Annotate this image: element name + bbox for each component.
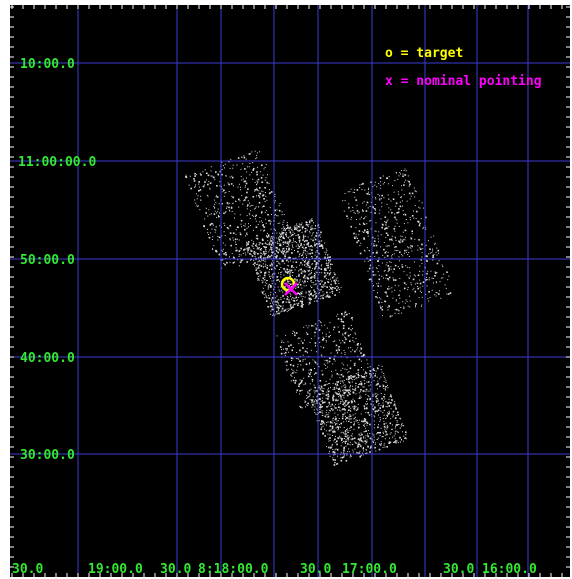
ra-label: 17:00.0	[342, 562, 397, 577]
coordinate-grid	[10, 5, 570, 577]
target-marker	[280, 276, 296, 292]
ra-label: 30.0	[160, 562, 191, 577]
legend-pointing: x = nominal pointing	[385, 74, 542, 89]
dec-label: 10:00.0	[20, 57, 75, 72]
ra-label: 16:00.0	[482, 562, 537, 577]
ra-label: 30.0	[300, 562, 331, 577]
dec-label: 40:00.0	[20, 351, 75, 366]
dec-label: 50:00.0	[20, 253, 75, 268]
dec-label: 30:00.0	[20, 448, 75, 463]
nominal-pointing-marker	[284, 282, 298, 296]
event-scatter	[185, 150, 452, 466]
ra-label: 8:18:00.0	[198, 562, 269, 577]
ra-label: 30.0	[443, 562, 474, 577]
sky-map: 10:00.0 11:00:00.0 50:00.0 40:00.0 30:00…	[10, 5, 570, 577]
legend-target: o = target	[385, 46, 463, 61]
axis-ticks	[10, 5, 570, 577]
ra-label: 30.0	[12, 562, 43, 577]
ra-label: 19:00.0	[88, 562, 143, 577]
dec-label: 11:00:00.0	[18, 155, 96, 170]
sky-image-panel: 10:00.0 11:00:00.0 50:00.0 40:00.0 30:00…	[10, 5, 570, 577]
